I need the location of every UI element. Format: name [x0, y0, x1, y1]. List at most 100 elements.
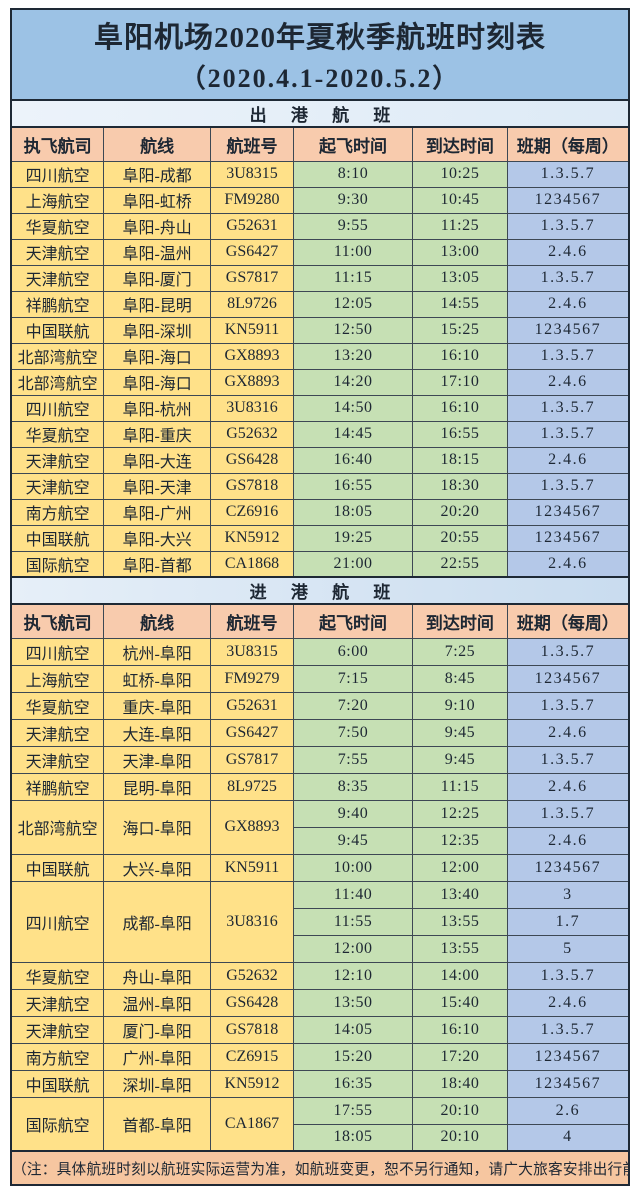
column-header: 航班号: [210, 126, 294, 162]
departure-time-cell: 16:40: [292, 446, 414, 474]
route-cell: 阜阳-大连: [103, 446, 212, 474]
route-cell: 舟山-阜阳: [103, 961, 212, 990]
route-cell: 首都-阜阳: [103, 1096, 212, 1152]
route-cell: 阜阳-厦门: [103, 264, 212, 292]
departure-time-cell: 12:05: [292, 290, 414, 318]
title-line2: （2020.4.1-2020.5.2）: [179, 64, 461, 93]
departure-time-cell: 7:15: [292, 664, 414, 693]
route-cell: 大连-阜阳: [103, 718, 212, 747]
column-header: 到达时间: [412, 126, 508, 162]
route-cell: 阜阳-成都: [103, 160, 212, 188]
departure-time-cell: 18:05: [292, 1123, 414, 1152]
column-header: 班期（每周）: [506, 603, 630, 639]
departure-time-cell: 14:50: [292, 394, 414, 422]
route-cell: 阜阳-虹桥: [103, 186, 212, 214]
departure-row: 四川航空 阜阳-杭州 3U8316 14:50 16:10 1.3.5.7: [10, 394, 630, 422]
arrival-time-cell: 12:25: [412, 799, 508, 828]
departure-time-cell: 8:35: [292, 772, 414, 801]
airline-cell: 天津航空: [10, 718, 105, 747]
arrival-row: 华夏航空 重庆-阜阳 G52631 7:20 9:10 1.3.5.7: [10, 691, 630, 720]
days-of-week-cell: 2.4.6: [506, 988, 630, 1017]
departure-header-row: 执飞航司 航线 航班号 起飞时间 到达时间 班期（每周）: [10, 126, 630, 162]
arrival-row: 北部湾航空 海口-阜阳 GX8893 9:40 12:25 1.3.5.7: [10, 799, 630, 855]
arrivals-section-row: 进 港 航 班: [10, 576, 630, 605]
arrival-time-cell: 18:30: [412, 472, 508, 500]
departure-time-cell: 18:05: [292, 498, 414, 526]
departure-time-cell: 11:15: [292, 264, 414, 292]
arrival-row: 中国联航 深圳-阜阳 KN5912 16:35 18:40 1234567: [10, 1069, 630, 1098]
arrival-time-cell: 11:15: [412, 772, 508, 801]
days-of-week-cell: 2.4.6: [506, 772, 630, 801]
route-cell: 阜阳-舟山: [103, 212, 212, 240]
flight-number-cell: GX8893: [210, 342, 294, 370]
flight-number-cell: 3U8315: [210, 637, 294, 666]
arrival-row: 华夏航空 舟山-阜阳 G52632 12:10 14:00 1.3.5.7: [10, 961, 630, 990]
arrival-row: 天津航空 温州-阜阳 GS6428 13:50 15:40 2.4.6: [10, 988, 630, 1017]
column-header: 到达时间: [412, 603, 508, 639]
flight-timetable: 阜阳机场2020年夏秋季航班时刻表 （2020.4.1-2020.5.2） 出 …: [10, 8, 630, 1186]
departure-row: 北部湾航空 阜阳-海口 GX8893 14:20 17:10 2.4.6: [10, 368, 630, 396]
route-cell: 杭州-阜阳: [103, 637, 212, 666]
departure-time-cell: 13:50: [292, 988, 414, 1017]
flight-number-cell: GS7817: [210, 745, 294, 774]
route-cell: 阜阳-温州: [103, 238, 212, 266]
arrival-time-cell: 16:10: [412, 342, 508, 370]
arrival-time-cell: 20:20: [412, 498, 508, 526]
column-header: 执飞航司: [10, 126, 105, 162]
arrival-time-cell: 20:10: [412, 1096, 508, 1125]
route-cell: 天津-阜阳: [103, 745, 212, 774]
days-of-week-cell: 2.4.6: [506, 826, 630, 855]
route-cell: 阜阳-重庆: [103, 420, 212, 448]
flight-number-cell: CA1867: [210, 1096, 294, 1152]
days-of-week-cell: 1.3.5.7: [506, 420, 630, 448]
arrival-time-cell: 13:00: [412, 238, 508, 266]
days-of-week-cell: 4: [506, 1123, 630, 1152]
arrival-row: 祥鹏航空 昆明-阜阳 8L9725 8:35 11:15 2.4.6: [10, 772, 630, 801]
flight-number-cell: CZ6916: [210, 498, 294, 526]
days-of-week-cell: 1234567: [506, 316, 630, 344]
timetable-sheet: 阜阳机场2020年夏秋季航班时刻表 （2020.4.1-2020.5.2） 出 …: [10, 8, 630, 1186]
route-cell: 阜阳-天津: [103, 472, 212, 500]
days-of-week-cell: 5: [506, 934, 630, 963]
arrival-time-cell: 14:00: [412, 961, 508, 990]
departure-time-cell: 12:50: [292, 316, 414, 344]
departure-time-cell: 9:30: [292, 186, 414, 214]
days-of-week-cell: 1.3.5.7: [506, 472, 630, 500]
departure-row: 中国联航 阜阳-深圳 KN5911 12:50 15:25 1234567: [10, 316, 630, 344]
flight-number-cell: G52632: [210, 420, 294, 448]
days-of-week-cell: 1.3.5.7: [506, 799, 630, 828]
days-of-week-cell: 2.4.6: [506, 238, 630, 266]
arrival-row: 四川航空 杭州-阜阳 3U8315 6:00 7:25 1.3.5.7: [10, 637, 630, 666]
column-header: 班期（每周）: [506, 126, 630, 162]
departure-row: 天津航空 阜阳-温州 GS6427 11:00 13:00 2.4.6: [10, 238, 630, 266]
departure-time-cell: 9:55: [292, 212, 414, 240]
flight-number-cell: FM9280: [210, 186, 294, 214]
departure-time-cell: 11:00: [292, 238, 414, 266]
arrival-time-cell: 9:45: [412, 718, 508, 747]
airline-cell: 中国联航: [10, 524, 105, 552]
departure-time-cell: 8:10: [292, 160, 414, 188]
arrival-time-cell: 18:15: [412, 446, 508, 474]
arrival-row: 中国联航 大兴-阜阳 KN5911 10:00 12:00 1234567: [10, 853, 630, 882]
departure-row: 四川航空 阜阳-成都 3U8315 8:10 10:25 1.3.5.7: [10, 160, 630, 188]
flight-number-cell: 3U8315: [210, 160, 294, 188]
departure-row: 中国联航 阜阳-大兴 KN5912 19:25 20:55 1234567: [10, 524, 630, 552]
note-row: （注：具体航班时刻以航班实际运营为准，如航班变更，恕不另行通知，请广大旅客安排出…: [10, 1150, 630, 1186]
departure-row: 祥鹏航空 阜阳-昆明 8L9726 12:05 14:55 2.4.6: [10, 290, 630, 318]
arrivals-section-title: 进 港 航 班: [10, 576, 630, 605]
departure-time-cell: 7:20: [292, 691, 414, 720]
route-cell: 阜阳-首都: [103, 550, 212, 578]
arrival-time-cell: 9:45: [412, 745, 508, 774]
airline-cell: 华夏航空: [10, 420, 105, 448]
days-of-week-cell: 1.3.5.7: [506, 961, 630, 990]
flight-number-cell: KN5911: [210, 853, 294, 882]
departure-row: 天津航空 阜阳-天津 GS7818 16:55 18:30 1.3.5.7: [10, 472, 630, 500]
airline-cell: 北部湾航空: [10, 368, 105, 396]
arrival-time-cell: 12:00: [412, 853, 508, 882]
departure-row: 北部湾航空 阜阳-海口 GX8893 13:20 16:10 1.3.5.7: [10, 342, 630, 370]
arrival-time-cell: 10:45: [412, 186, 508, 214]
arrival-time-cell: 13:05: [412, 264, 508, 292]
departure-time-cell: 9:40: [292, 799, 414, 828]
airline-cell: 上海航空: [10, 186, 105, 214]
column-header: 航线: [103, 603, 212, 639]
